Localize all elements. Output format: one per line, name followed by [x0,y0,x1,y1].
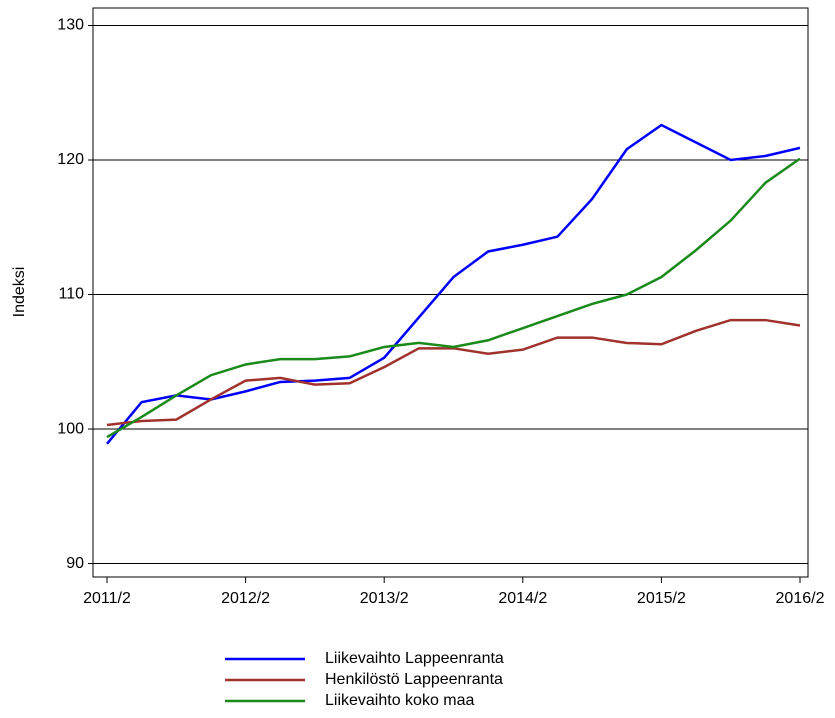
y-tick-label: 120 [57,151,84,168]
series-line [106,123,801,445]
x-tick-label: 2015/2 [637,590,686,607]
y-tick-label: 110 [58,286,84,303]
series-line [106,157,801,439]
y-tick-label: 90 [66,555,84,572]
y-axis-label: Indeksi [11,267,28,318]
legend-label: Henkilöstö Lappeenranta [325,671,503,688]
legend-label: Liikevaihto Lappeenranta [325,650,504,667]
x-tick-label: 2013/2 [360,590,409,607]
series-line [106,318,801,427]
x-tick-label: 2011/2 [83,590,131,607]
y-tick-label: 100 [57,420,84,437]
y-tick-label: 130 [57,17,84,34]
x-tick-label: 2016/2 [776,590,825,607]
legend-label: Liikevaihto koko maa [325,692,475,709]
plot-frame [92,7,809,578]
x-tick-label: 2014/2 [498,590,547,607]
x-tick-label: 2012/2 [221,590,270,607]
